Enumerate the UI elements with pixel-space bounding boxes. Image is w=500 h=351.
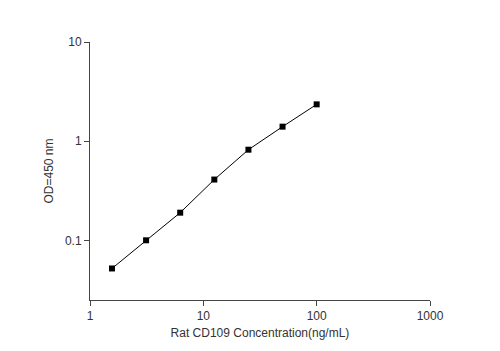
- svg-text:1: 1: [87, 309, 94, 323]
- svg-text:Rat CD109 Concentration(ng/mL): Rat CD109 Concentration(ng/mL): [171, 326, 350, 340]
- svg-text:10: 10: [68, 35, 82, 49]
- svg-text:10: 10: [197, 309, 211, 323]
- svg-text:1: 1: [75, 134, 82, 148]
- svg-text:OD=450 nm: OD=450 nm: [42, 138, 56, 203]
- svg-text:1000: 1000: [417, 309, 444, 323]
- svg-text:100: 100: [307, 309, 327, 323]
- svg-text:0.1: 0.1: [65, 234, 82, 248]
